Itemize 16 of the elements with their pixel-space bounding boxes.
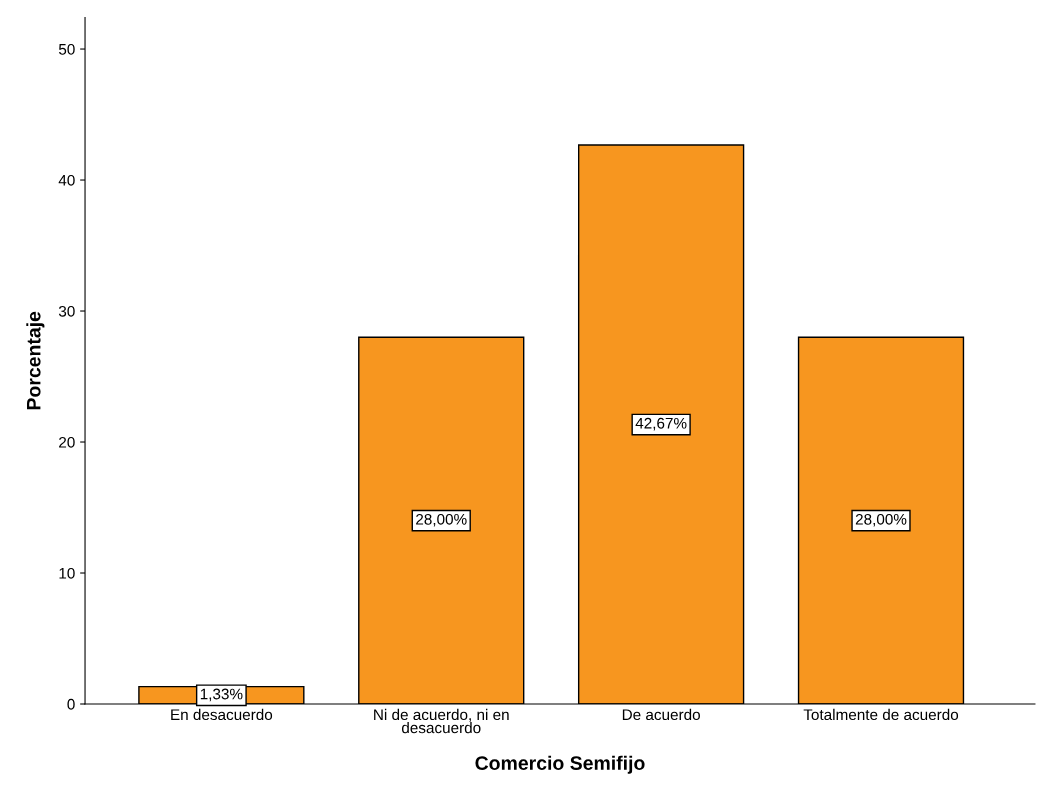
y-axis-title: Porcentaje [26,311,45,410]
data-label: 1,33% [200,688,243,702]
y-tick-label: 30 [58,305,75,317]
x-tick-label: De acuerdo [622,708,700,721]
y-tick-label: 40 [58,174,75,186]
data-label: 28,00% [416,513,467,527]
data-label: 42,67% [635,417,687,431]
x-tick-label: Totalmente de acuerdo [803,708,959,721]
x-axis-title: Comercio Semifijo [475,755,645,774]
x-tick-label: En desacuerdo [171,708,273,721]
y-tick-label: 50 [58,43,75,55]
y-tick-label: 20 [59,436,75,448]
y-tick-label: 10 [59,567,75,579]
x-tick-label: Ni de acuerdo, ni en desacuerdo [374,708,509,734]
y-tick-label: 0 [67,698,75,710]
data-label: 28,00% [855,513,907,527]
